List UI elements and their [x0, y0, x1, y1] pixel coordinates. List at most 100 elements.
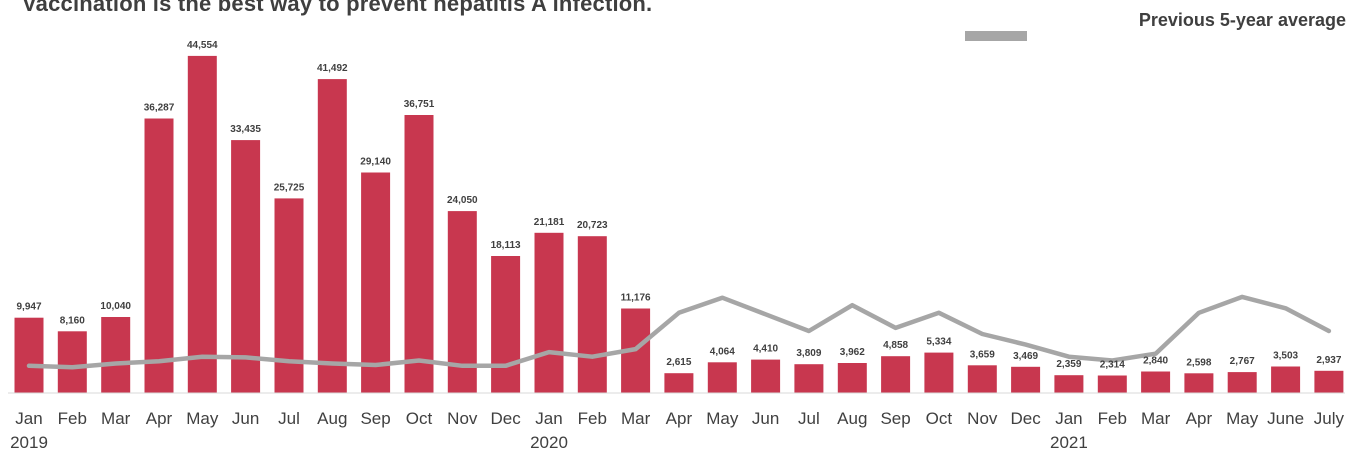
bar-value-label-0: 9,947	[16, 302, 41, 313]
bar-15	[664, 373, 694, 393]
year-label-2019: 2019	[10, 433, 48, 452]
x-tick-label-11: Dec	[490, 409, 521, 428]
bar-29	[1271, 366, 1301, 393]
x-tick-label-26: Mar	[1141, 409, 1171, 428]
bar-22	[967, 365, 997, 393]
x-tick-label-28: May	[1226, 409, 1259, 428]
x-tick-label-3: Apr	[146, 409, 173, 428]
bar-value-label-26: 2,840	[1143, 356, 1168, 367]
x-tick-label-9: Oct	[406, 409, 433, 428]
x-tick-label-1: Feb	[58, 409, 87, 428]
bar-20	[881, 356, 911, 393]
bar-12	[534, 232, 564, 393]
bar-8	[361, 172, 391, 393]
x-tick-label-8: Sep	[360, 409, 390, 428]
bar-value-label-10: 24,050	[447, 195, 478, 206]
bar-4	[187, 55, 217, 394]
year-label-2020: 2020	[530, 433, 568, 452]
average-line-layer	[26, 294, 1332, 370]
bar-5	[231, 140, 261, 393]
bar-0	[14, 317, 44, 393]
bar-11	[491, 256, 521, 393]
bar-21	[924, 352, 954, 393]
bar-value-label-16: 4,064	[710, 346, 735, 357]
bar-value-label-18: 3,809	[796, 348, 821, 359]
bar-value-label-13: 20,723	[577, 220, 608, 231]
bar-27	[1184, 373, 1214, 393]
bar-25	[1097, 375, 1127, 393]
bar-value-label-7: 41,492	[317, 63, 348, 74]
bar-value-label-22: 3,659	[970, 349, 995, 360]
legend-swatch-5yr-average	[965, 31, 1027, 41]
x-tick-label-19: Aug	[837, 409, 867, 428]
bar-value-label-5: 33,435	[230, 124, 261, 135]
bar-9	[404, 115, 434, 393]
bar-2	[101, 317, 131, 393]
bar-value-label-11: 18,113	[491, 240, 521, 251]
bar-value-label-25: 2,314	[1100, 360, 1125, 371]
x-tick-label-20: Sep	[880, 409, 910, 428]
bar-18	[794, 364, 824, 393]
x-tick-label-13: Feb	[578, 409, 607, 428]
chart-title: Vaccination is the best way to prevent h…	[22, 0, 653, 16]
bars-layer	[14, 55, 1344, 394]
x-tick-label-24: Jan	[1055, 409, 1082, 428]
x-tick-label-10: Nov	[447, 409, 478, 428]
x-axis-years: 2019 2020 2021	[10, 433, 1088, 452]
x-tick-label-4: May	[186, 409, 219, 428]
x-axis-ticks: Jan Feb Mar Apr May Jun Jul Aug Sep Oct Nov Dec Jan F…	[15, 409, 1344, 428]
bar-26	[1141, 371, 1171, 393]
bar-value-label-1: 8,160	[60, 315, 85, 326]
bar-labels-layer: 9,947 8,160 10,040 36,287 44,554 33,435 25,725…	[16, 40, 1341, 371]
x-tick-label-17: Jun	[752, 409, 779, 428]
x-tick-label-2: Mar	[101, 409, 131, 428]
bar-19	[837, 363, 867, 393]
bar-23	[1011, 366, 1041, 393]
bar-1	[57, 331, 87, 393]
bar-value-label-17: 4,410	[753, 344, 778, 355]
x-tick-label-6: Jul	[278, 409, 300, 428]
bar-30	[1314, 370, 1344, 393]
bar-value-label-21: 5,334	[926, 337, 951, 348]
x-tick-label-25: Feb	[1098, 409, 1127, 428]
x-tick-label-22: Nov	[967, 409, 998, 428]
bar-value-label-24: 2,359	[1056, 359, 1081, 370]
x-tick-label-16: May	[706, 409, 739, 428]
legend-label-5yr-average: Previous 5-year average	[1138, 10, 1346, 30]
x-tick-label-5: Jun	[232, 409, 259, 428]
x-tick-label-21: Oct	[926, 409, 953, 428]
bar-value-label-30: 2,937	[1316, 355, 1341, 366]
x-tick-label-30: July	[1314, 409, 1345, 428]
x-tick-label-14: Mar	[621, 409, 651, 428]
bar-28	[1227, 372, 1257, 393]
bar-3	[144, 118, 174, 393]
bar-16	[707, 362, 737, 393]
x-tick-label-12: Jan	[535, 409, 562, 428]
bar-value-label-19: 3,962	[840, 347, 865, 358]
bar-value-label-4: 44,554	[187, 40, 218, 51]
bar-24	[1054, 375, 1084, 393]
bar-value-label-29: 3,503	[1273, 351, 1298, 362]
bar-value-label-3: 36,287	[144, 103, 175, 114]
x-tick-label-7: Aug	[317, 409, 347, 428]
bar-value-label-14: 11,176	[621, 293, 651, 304]
bar-value-label-2: 10,040	[100, 301, 131, 312]
bar-13	[577, 236, 607, 393]
x-tick-label-15: Apr	[666, 409, 693, 428]
year-label-2021: 2021	[1050, 433, 1088, 452]
bar-value-label-15: 2,615	[666, 357, 691, 368]
bar-7	[317, 79, 347, 393]
bar-value-label-23: 3,469	[1013, 351, 1038, 362]
x-tick-label-18: Jul	[798, 409, 820, 428]
bar-value-label-9: 36,751	[404, 99, 435, 110]
bar-value-label-6: 25,725	[274, 182, 305, 193]
x-tick-label-23: Dec	[1010, 409, 1041, 428]
average-line	[26, 294, 1332, 370]
bar-value-label-12: 21,181	[534, 217, 565, 228]
bar-value-label-28: 2,767	[1230, 356, 1255, 367]
bar-value-label-8: 29,140	[360, 157, 391, 168]
bar-17	[751, 359, 781, 393]
x-tick-label-27: Apr	[1186, 409, 1213, 428]
x-tick-label-0: Jan	[15, 409, 42, 428]
